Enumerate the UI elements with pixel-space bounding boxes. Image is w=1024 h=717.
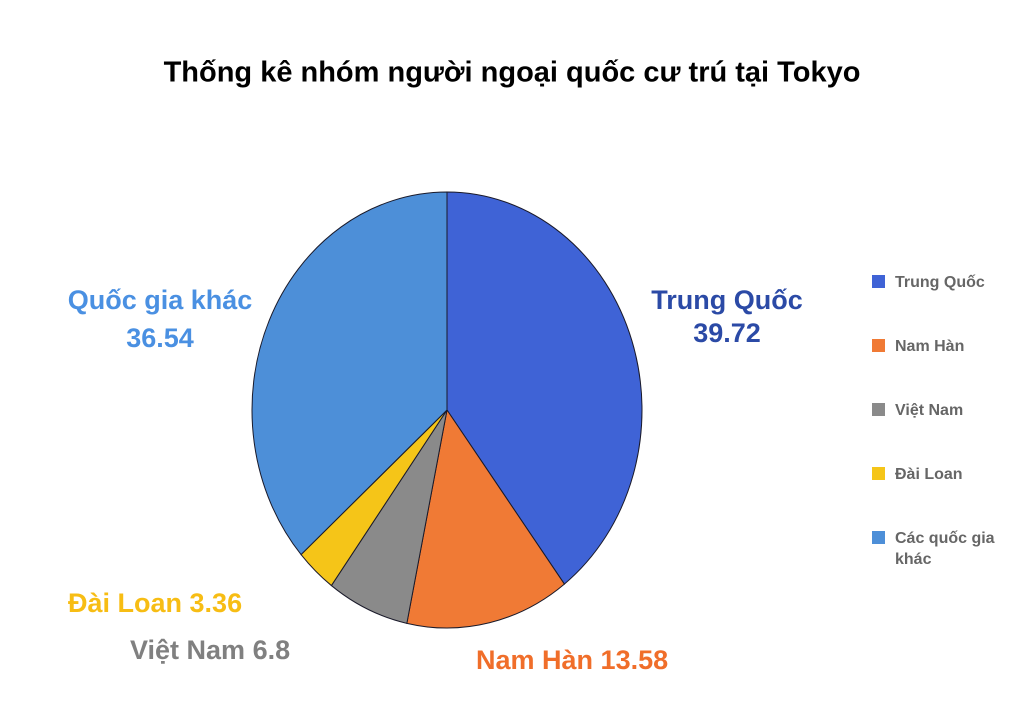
legend-swatch: [872, 467, 885, 480]
pie-slice: [446, 191, 643, 585]
legend-item: Trung Quốc: [872, 272, 1022, 336]
data-label: Việt Nam 6.8: [130, 635, 290, 665]
data-label-name: Việt Nam: [130, 635, 245, 665]
data-label: Đài Loan 3.36: [68, 588, 242, 618]
legend-swatch: [872, 275, 885, 288]
pie-slice: [406, 408, 566, 629]
data-label: Nam Hàn 13.58: [476, 645, 668, 675]
data-label-name: Trung Quốc: [651, 285, 803, 315]
data-label-name: Đài Loan: [68, 588, 182, 618]
pie-slice: [251, 191, 448, 556]
data-label-value: 3.36: [190, 588, 243, 618]
data-label-value: 6.8: [253, 635, 291, 665]
legend-label: Nam Hàn: [895, 338, 965, 355]
data-label-value: 13.58: [601, 645, 669, 675]
legend-item: Việt Nam: [872, 400, 1022, 464]
legend-swatch: [872, 339, 885, 352]
data-label-name: Quốc gia khác: [68, 285, 253, 315]
legend-label: Đài Loan: [895, 466, 963, 483]
legend-label: Việt Nam: [895, 402, 964, 419]
data-label-name: Nam Hàn: [476, 645, 593, 675]
legend: Trung Quốc Nam Hàn Việt Nam Đài Loan Các quố…: [872, 272, 1022, 592]
data-label-value: 39.72: [693, 318, 761, 348]
data-label-value: 36.54: [126, 323, 194, 353]
legend-item: Đài Loan: [872, 464, 1022, 528]
legend-item: Các quốc gia khác: [872, 528, 1022, 592]
chart-title: Thống kê nhóm người ngoại quốc cư trú tạ…: [164, 57, 861, 89]
legend-label: Trung Quốc: [895, 274, 985, 291]
legend-item: Nam Hàn: [872, 336, 1022, 400]
legend-swatch: [872, 403, 885, 416]
legend-swatch: [872, 531, 885, 544]
legend-label: Các quốc gia khác: [895, 530, 995, 568]
